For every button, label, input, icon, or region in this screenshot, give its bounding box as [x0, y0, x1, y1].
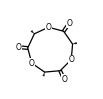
- Text: O: O: [68, 55, 74, 64]
- Text: O: O: [61, 75, 67, 84]
- Text: O: O: [46, 23, 51, 32]
- Text: O: O: [29, 59, 35, 68]
- Text: O: O: [66, 19, 72, 28]
- Text: O: O: [15, 43, 21, 52]
